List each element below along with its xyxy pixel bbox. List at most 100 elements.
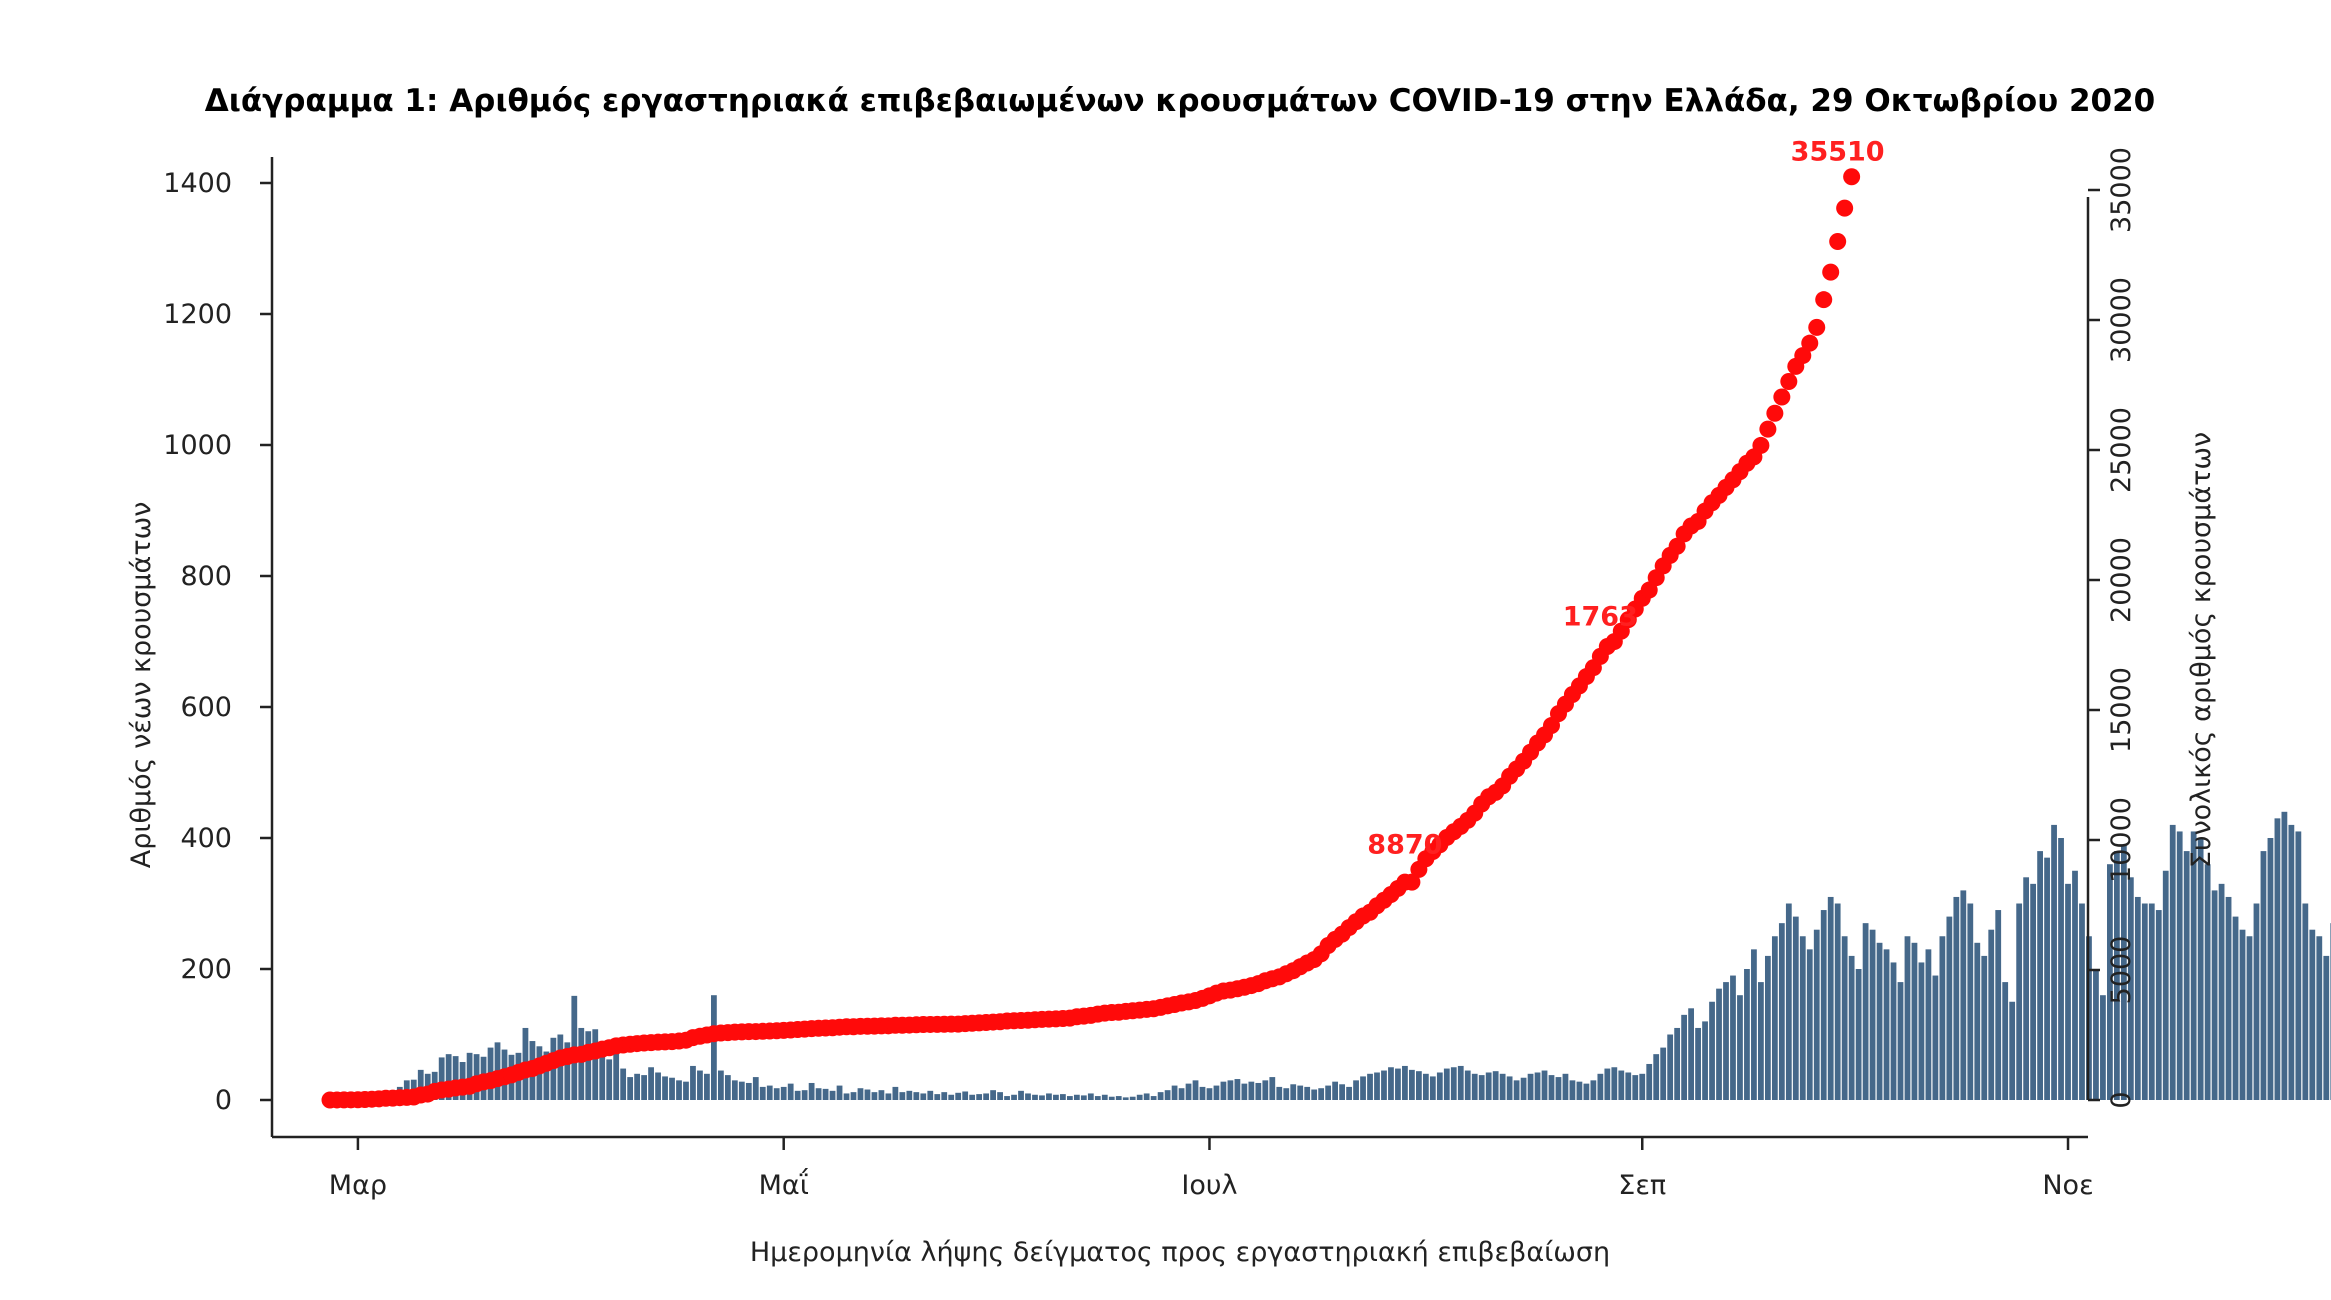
bar [578,1027,585,1100]
bar [2100,995,2106,1100]
bar [1758,982,1764,1100]
bar [2274,818,2281,1100]
bar [2079,903,2085,1100]
bar [2127,877,2134,1100]
bar [1367,1073,1373,1100]
bar [731,1080,738,1100]
cumulative-cases-series [321,168,1861,1109]
x-tick-label: Ιουλ [1181,1170,1237,1201]
bar [2239,929,2246,1100]
bar [1122,1097,1129,1100]
bar [766,1085,773,1100]
bar [1185,1083,1192,1101]
bar [2148,903,2155,1100]
bar [1018,1090,1024,1100]
bar [920,1093,927,1100]
bar [1709,1001,1715,1100]
bar [1457,1065,1464,1100]
bar [969,1094,976,1100]
bar [599,1048,606,1100]
bar [1716,988,1722,1100]
bar [585,1031,592,1100]
bar [1555,1077,1562,1100]
bar [913,1092,920,1100]
bar [1143,1093,1150,1100]
bar [850,1092,857,1100]
bar [655,1072,661,1100]
cumulative-point [1801,334,1819,352]
bar [2288,824,2295,1100]
bar [1967,903,1974,1100]
right-y-tick-label: 15000 [2106,667,2137,753]
bar [1541,1070,1548,1100]
bar [1813,929,1820,1100]
bar [2225,896,2232,1100]
cumulative-point [1766,404,1784,422]
bar [1248,1081,1255,1100]
annotations: 8870 1763 35510 [1367,137,1884,861]
bar [1883,949,1890,1100]
bar [955,1092,962,1100]
right-y-ticks: 0 5000 10000 15000 20000 25000 30000 35000 [2088,147,2137,1109]
bar [1974,942,1981,1100]
bar [1632,1075,1639,1100]
bar [1737,995,1743,1100]
left-y-tick-label: 800 [180,561,232,592]
bar [836,1085,843,1100]
bar [1346,1086,1352,1100]
bar [1890,962,1897,1100]
bar [1576,1081,1583,1100]
bar [1353,1080,1359,1100]
right-y-tick-label: 20000 [2106,537,2137,623]
right-y-tick-label: 35000 [2106,147,2137,233]
bar [1674,1027,1681,1100]
bar [1171,1085,1178,1100]
bar [1094,1096,1101,1100]
bar [2044,857,2050,1100]
bar [1534,1072,1541,1100]
bar [1409,1069,1415,1100]
bar [1653,1054,1660,1100]
bar [2176,831,2183,1100]
bar [606,1059,613,1100]
bar [808,1082,815,1100]
bar [1946,916,1953,1100]
bar [641,1075,647,1100]
bar [1290,1084,1297,1100]
bar [1304,1086,1311,1100]
bar [2204,864,2211,1100]
bar [1450,1067,1457,1100]
bar [676,1080,682,1100]
bar [1597,1073,1604,1100]
annotation-label: 8870 [1367,829,1442,860]
cumulative-point [1780,372,1798,390]
bar [1381,1070,1387,1100]
bar [1339,1084,1345,1100]
x-ticks: Μαρ Μαΐ Ιουλ Σεπ Νοε [329,1137,2094,1201]
bar [794,1090,801,1100]
bar [1164,1090,1171,1100]
cumulative-point [1759,420,1777,438]
bar [2030,883,2037,1100]
bar [1241,1083,1248,1101]
bar [2023,877,2030,1100]
bar [417,1069,424,1100]
bar [1415,1071,1422,1100]
bar [934,1094,941,1100]
bar [1269,1077,1276,1100]
bar [892,1086,899,1100]
bar [1192,1080,1199,1100]
bar [1771,936,1778,1100]
bar [801,1090,808,1100]
bar [2141,903,2148,1100]
bar [2246,936,2253,1100]
bar [1527,1073,1534,1100]
bar [1806,949,1813,1100]
x-tick-label: Μαρ [329,1170,387,1201]
x-tick-label: Σεπ [1618,1170,1666,1201]
cumulative-point [1843,168,1861,186]
bar [1283,1088,1290,1100]
bar [2190,831,2197,1100]
bar [1855,969,1862,1100]
